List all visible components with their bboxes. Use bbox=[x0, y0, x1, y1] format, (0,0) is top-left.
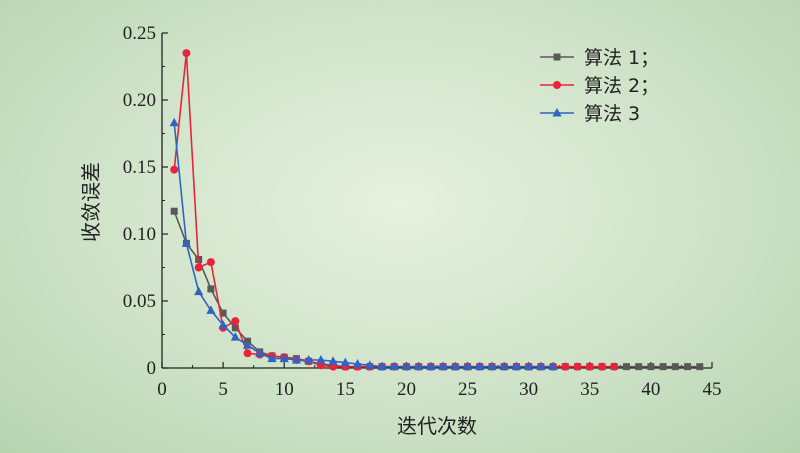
x-tick-label: 45 bbox=[703, 379, 722, 400]
axes: 0 5 10 15 20 25 30 35 40 45 0 0.05 0.10 0.15 0.20 0.25 bbox=[123, 23, 722, 400]
series-3-point bbox=[194, 286, 204, 296]
series-2-point bbox=[573, 362, 582, 371]
y-tick-label: 0.25 bbox=[123, 23, 156, 44]
legend-marker-3 bbox=[552, 108, 562, 117]
series-3-point bbox=[365, 360, 375, 369]
series-3-point bbox=[206, 305, 216, 314]
series-3 bbox=[169, 117, 558, 371]
series-2-point bbox=[585, 362, 594, 371]
series-3-point bbox=[475, 361, 485, 371]
series-3-point bbox=[499, 361, 509, 371]
series-1-point bbox=[622, 363, 630, 371]
legend-label-3: 算法 3 bbox=[584, 103, 640, 125]
y-axis-title: 收敛误差 bbox=[79, 162, 103, 242]
y-tick-label: 0.05 bbox=[123, 291, 156, 312]
series-3-point bbox=[462, 361, 473, 371]
series-1-point bbox=[231, 324, 239, 332]
series-1 bbox=[170, 207, 704, 371]
x-tick-label: 25 bbox=[458, 379, 477, 400]
x-tick-label: 5 bbox=[218, 379, 228, 400]
series-1-point bbox=[647, 363, 655, 371]
x-tick-label: 10 bbox=[275, 379, 294, 400]
series-3-point bbox=[291, 354, 302, 364]
series-2-line bbox=[173, 53, 615, 368]
series-3-point bbox=[450, 361, 460, 371]
series-3-point bbox=[328, 356, 338, 365]
series-2-point bbox=[206, 258, 215, 267]
series-3-point bbox=[524, 361, 534, 371]
x-tick-label: 15 bbox=[336, 379, 355, 400]
series-2-point bbox=[194, 263, 203, 272]
series-3-point bbox=[377, 361, 387, 371]
y-tick-label: 0 bbox=[147, 358, 157, 379]
series-3-point bbox=[511, 361, 522, 371]
series-layer bbox=[169, 49, 704, 371]
legend-marker-2 bbox=[553, 81, 561, 89]
series-3-point bbox=[316, 354, 326, 364]
series-2-point bbox=[561, 362, 570, 371]
x-tick-label: 30 bbox=[519, 379, 538, 400]
series-3-point bbox=[279, 353, 289, 363]
legend: 算法 1； 算法 2； 算法 3 bbox=[540, 47, 659, 125]
series-3-line bbox=[173, 122, 554, 368]
legend-label-1: 算法 1； bbox=[584, 47, 659, 69]
series-2-point bbox=[610, 362, 619, 371]
series-2-point bbox=[243, 349, 252, 358]
series-3-point bbox=[352, 358, 363, 368]
x-axis-title: 迭代次数 bbox=[397, 414, 477, 438]
series-1-point bbox=[684, 363, 692, 371]
series-3-point bbox=[304, 354, 314, 364]
y-tick-label: 0.10 bbox=[123, 224, 156, 245]
series-2-point bbox=[182, 49, 191, 58]
legend-marker-1 bbox=[553, 53, 561, 61]
series-1-point bbox=[635, 363, 643, 371]
series-3-point bbox=[389, 361, 399, 371]
x-tick-label: 35 bbox=[580, 379, 599, 400]
y-tick-label: 0.20 bbox=[123, 90, 156, 111]
series-3-point bbox=[536, 361, 546, 371]
series-3-point bbox=[230, 332, 240, 341]
series-3-point bbox=[487, 361, 497, 371]
x-tick-label: 0 bbox=[157, 379, 167, 400]
series-1-point bbox=[659, 363, 667, 371]
series-3-point bbox=[548, 361, 558, 371]
series-2 bbox=[170, 49, 619, 371]
series-3-point bbox=[242, 340, 253, 349]
series-3-point bbox=[340, 357, 350, 367]
y-tick-label: 0.15 bbox=[123, 157, 156, 178]
x-tick-label: 20 bbox=[397, 379, 416, 400]
legend-label-2: 算法 2； bbox=[584, 75, 659, 97]
series-3-point bbox=[218, 320, 228, 329]
series-1-point bbox=[671, 363, 679, 371]
series-2-point bbox=[598, 362, 606, 371]
series-3-point bbox=[426, 361, 436, 371]
series-1-point bbox=[696, 363, 704, 371]
series-1-line bbox=[173, 210, 700, 368]
series-1-point bbox=[219, 309, 227, 317]
series-3-point bbox=[414, 361, 424, 371]
series-1-point bbox=[170, 207, 178, 215]
series-3-point bbox=[169, 117, 179, 127]
series-3-point bbox=[255, 348, 265, 357]
series-2-point bbox=[170, 165, 179, 174]
series-3-point bbox=[401, 361, 412, 371]
series-2-point bbox=[231, 317, 240, 326]
series-3-point bbox=[181, 238, 192, 247]
series-1-point bbox=[207, 285, 215, 293]
x-tick-label: 40 bbox=[641, 379, 660, 400]
series-3-point bbox=[438, 361, 448, 371]
series-3-point bbox=[267, 353, 277, 363]
